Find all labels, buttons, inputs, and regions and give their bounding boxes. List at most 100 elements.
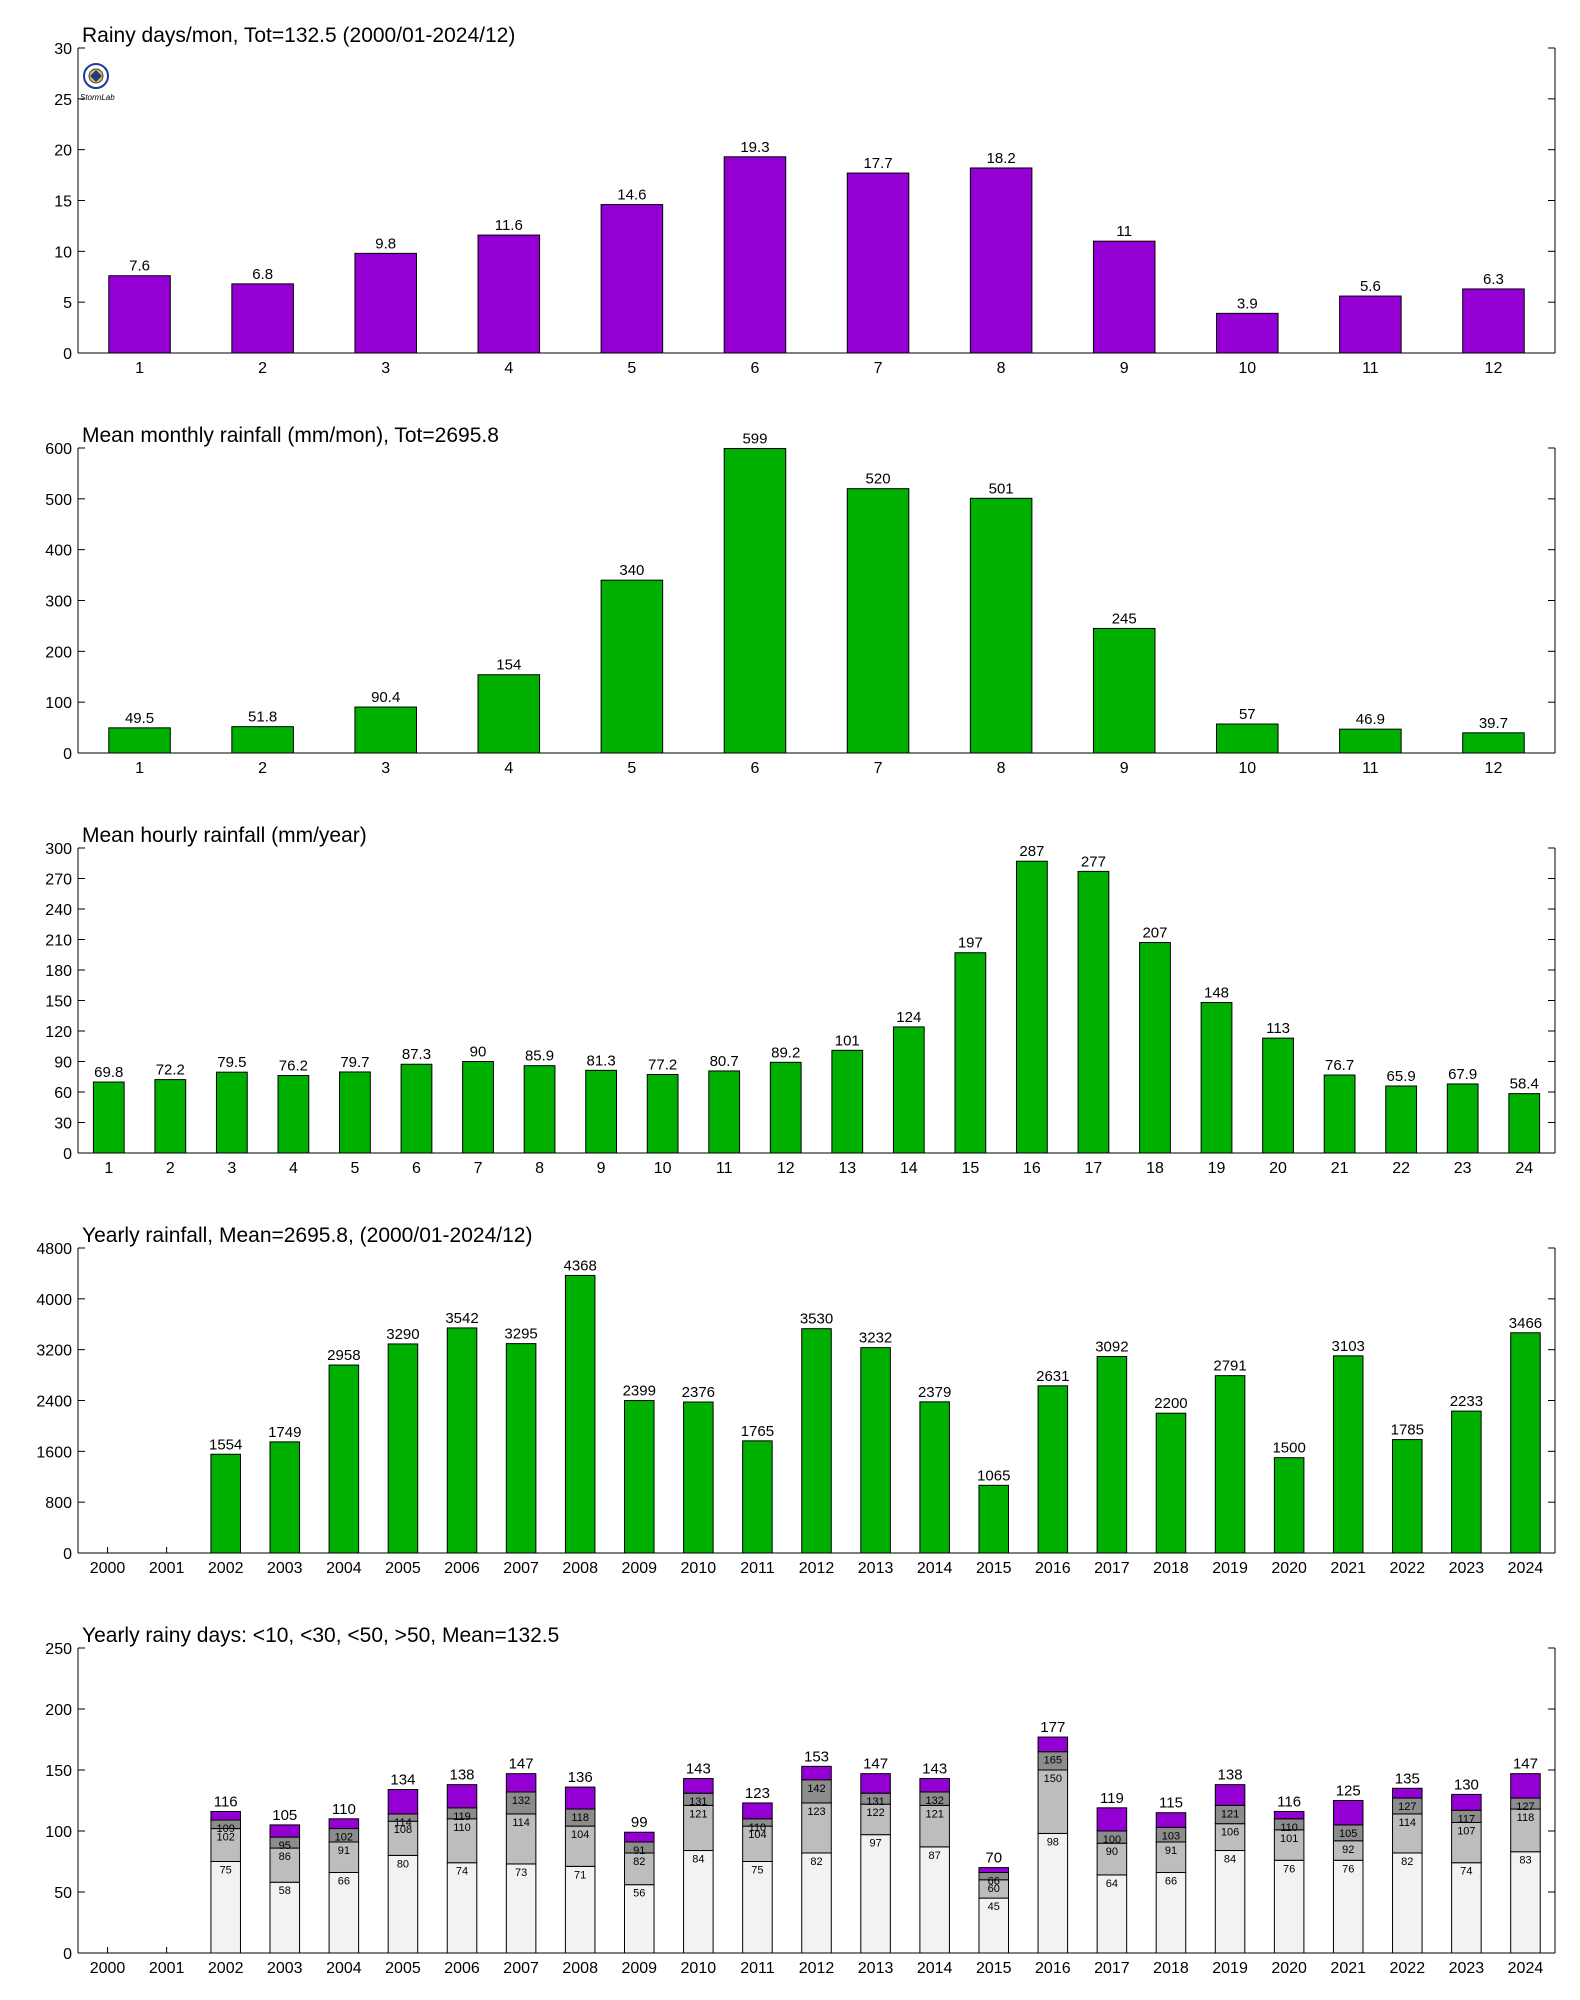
x-tick-label: 15 xyxy=(961,1160,979,1177)
segment-value-label: 84 xyxy=(1224,1854,1236,1866)
bar xyxy=(1016,860,1048,1154)
segment-value-label: 92 xyxy=(1342,1844,1354,1856)
bar-total-label: 143 xyxy=(922,1761,947,1778)
bar xyxy=(742,1440,773,1554)
bar-segment-total xyxy=(328,1818,360,1830)
bar-total-label: 177 xyxy=(1040,1719,1065,1736)
bar-value-label: 79.7 xyxy=(340,1054,369,1071)
segment-value-label: 66 xyxy=(988,1875,1000,1887)
x-tick-label: 2017 xyxy=(1094,1560,1130,1577)
bar-segment-total xyxy=(860,1773,891,1794)
bar xyxy=(339,1071,371,1154)
bar-value-label: 6.3 xyxy=(1483,271,1504,288)
bar xyxy=(1092,240,1156,354)
y-tick-label: 600 xyxy=(45,441,72,458)
segment-value-label: 45 xyxy=(988,1901,1000,1913)
bar-value-label: 520 xyxy=(866,471,891,488)
chart-title: Mean monthly rainfall (mm/mon), Tot=2695… xyxy=(82,424,499,447)
bar-segment-total xyxy=(1392,1787,1423,1799)
segment-value-label: 103 xyxy=(1162,1830,1180,1842)
segment-value-label: 76 xyxy=(1342,1863,1354,1875)
bar xyxy=(860,1347,891,1554)
segment-value-label: 73 xyxy=(515,1867,527,1879)
segment-value-label: 76 xyxy=(1283,1863,1295,1875)
segment-value-label: 64 xyxy=(1106,1878,1118,1890)
bar-segment-total xyxy=(1037,1736,1069,1753)
x-tick-label: 4 xyxy=(504,760,513,777)
x-tick-label: 3 xyxy=(227,1160,236,1177)
segment-value-label: 118 xyxy=(571,1812,589,1824)
segment-value-label: 71 xyxy=(574,1869,586,1881)
bars: 69.8 72.2 79.5 76.2 79.7 87.3 90 85.9 81.3 77.2 80… xyxy=(92,843,1541,1154)
x-tick-label: 2011 xyxy=(740,1960,775,1977)
y-tick-label: 1600 xyxy=(36,1444,72,1461)
x-tick-label: 4 xyxy=(289,1160,298,1177)
bar-segment-lt30 xyxy=(623,1852,655,1886)
bar xyxy=(564,1274,596,1554)
bar-value-label: 80.7 xyxy=(710,1053,739,1070)
x-tick-label: 2022 xyxy=(1390,1960,1426,1977)
bar xyxy=(585,1069,617,1154)
bar xyxy=(1385,1085,1418,1154)
bar xyxy=(1273,1457,1305,1554)
bar xyxy=(1510,1332,1541,1554)
x-tick-label: 8 xyxy=(997,360,1006,377)
bar xyxy=(1096,1356,1128,1554)
bar xyxy=(1092,627,1156,754)
x-tick-label: 5 xyxy=(627,760,636,777)
bar xyxy=(400,1063,433,1154)
x-tick-label: 16 xyxy=(1023,1160,1041,1177)
segment-value-label: 60 xyxy=(988,1883,1000,1895)
bar-value-label: 90.4 xyxy=(371,689,400,706)
bar xyxy=(462,1061,494,1154)
bar-value-label: 76.2 xyxy=(279,1058,308,1075)
y-tick-label: 300 xyxy=(45,594,72,611)
segment-value-label: 104 xyxy=(748,1829,766,1841)
rainy-days-monthly-chart: Rainy days/mon, Tot=132.5 (2000/01-2024/… xyxy=(54,24,1556,377)
bar-segment-total xyxy=(269,1824,301,1838)
bar-segment-lt10 xyxy=(1451,1862,1482,1954)
bar xyxy=(231,283,294,354)
bar xyxy=(477,234,541,354)
x-tick-label: 9 xyxy=(597,1160,606,1177)
bar xyxy=(846,172,910,354)
bar-total-label: 116 xyxy=(214,1793,238,1810)
x-tick-label: 11 xyxy=(716,1160,733,1177)
x-tick-label: 2022 xyxy=(1390,1560,1426,1577)
chart-title: Rainy days/mon, Tot=132.5 (2000/01-2024/… xyxy=(82,24,515,47)
bar xyxy=(1139,942,1171,1154)
bar-value-label: 2233 xyxy=(1450,1393,1483,1410)
y-tick-label: 200 xyxy=(45,644,72,661)
segment-value-label: 66 xyxy=(338,1875,350,1887)
bar xyxy=(978,1484,1010,1554)
x-tick-label: 2003 xyxy=(267,1960,303,1977)
x-tick-label: 13 xyxy=(838,1160,856,1177)
x-tick-label: 2008 xyxy=(562,1560,598,1577)
segment-value-label: 66 xyxy=(1165,1875,1177,1887)
bar-segment-lt30 xyxy=(1096,1842,1128,1876)
segment-value-label: 114 xyxy=(1399,1817,1417,1829)
bar-segment-total xyxy=(1096,1807,1128,1832)
x-tick-label: 2010 xyxy=(681,1960,717,1977)
bar xyxy=(1462,732,1525,754)
bar-value-label: 39.7 xyxy=(1479,715,1508,732)
y-tick-label: 150 xyxy=(45,1763,72,1780)
y-tick-label: 210 xyxy=(45,933,72,950)
bar-total-label: 123 xyxy=(745,1785,770,1802)
bars: 49.5 51.8 90.4 154 340 599 520 501 245 57 46.9 39.7 xyxy=(108,431,1525,754)
x-tick-label: 2 xyxy=(166,1160,175,1177)
segment-value-label: 91 xyxy=(338,1845,350,1857)
x-tick-label: 2020 xyxy=(1271,1960,1307,1977)
bar xyxy=(1462,288,1525,354)
bar xyxy=(600,579,664,754)
bar xyxy=(1332,1355,1364,1554)
bar-segment-total xyxy=(801,1765,832,1781)
bar-segment-total xyxy=(1510,1773,1541,1799)
x-tick-label: 2016 xyxy=(1035,1960,1071,1977)
bar-value-label: 5.6 xyxy=(1360,278,1381,295)
bar xyxy=(801,1328,832,1554)
segment-value-label: 86 xyxy=(279,1851,291,1863)
y-tick-label: 4800 xyxy=(36,1241,72,1258)
x-tick-label: 2023 xyxy=(1449,1560,1485,1577)
